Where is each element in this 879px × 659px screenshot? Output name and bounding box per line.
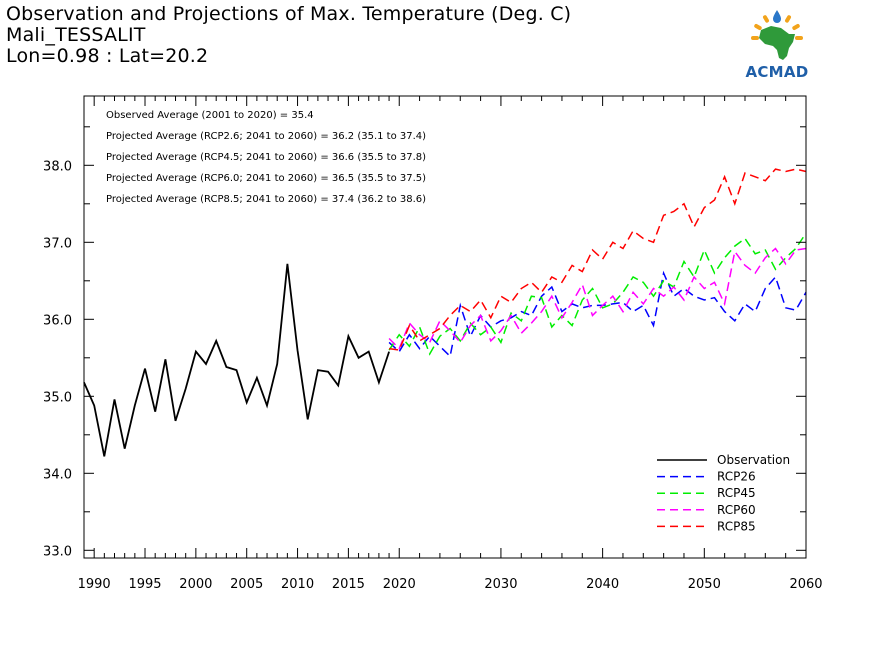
legend-label: Observation bbox=[717, 453, 790, 467]
x-tick-label: 1990 bbox=[78, 577, 111, 592]
annotation-line: Projected Average (RCP8.5; 2041 to 2060)… bbox=[106, 194, 426, 205]
axes: 33.0 34.0 35.0 36.0 37.0 38.0 1990 1995 2000 2005… bbox=[43, 95, 823, 592]
x-tick-label: 2030 bbox=[484, 577, 517, 592]
series-line-rcp85 bbox=[388, 168, 807, 351]
legend: Observation RCP26 RCP45 RCP60 RCP85 bbox=[657, 453, 790, 533]
x-tick-label: 2015 bbox=[332, 577, 365, 592]
y-tick-label: 38.0 bbox=[43, 159, 72, 174]
chart-title: Observation and Projections of Max. Temp… bbox=[6, 3, 572, 25]
annotation-line: Projected Average (RCP4.5; 2041 to 2060)… bbox=[106, 152, 426, 163]
logo-text: ACMAD bbox=[745, 63, 809, 81]
legend-label: RCP60 bbox=[717, 503, 756, 517]
x-tick-label: 1995 bbox=[128, 577, 161, 592]
annotation-line: Observed Average (2001 to 2020) = 35.4 bbox=[106, 110, 314, 121]
acmad-logo-icon bbox=[751, 10, 803, 60]
plot-frame bbox=[83, 95, 807, 559]
series-layer bbox=[83, 168, 807, 457]
y-tick-label: 35.0 bbox=[43, 390, 72, 405]
annotation-line: Projected Average (RCP2.6; 2041 to 2060)… bbox=[106, 131, 426, 142]
y-tick-label: 33.0 bbox=[43, 544, 72, 559]
legend-label: RCP26 bbox=[717, 470, 756, 484]
annotation-group: Observed Average (2001 to 2020) = 35.4 Pr… bbox=[106, 110, 426, 205]
series-line-rcp45 bbox=[388, 232, 807, 356]
coordinates-label: Lon=0.98 : Lat=20.2 bbox=[6, 45, 209, 67]
x-tick-label: 2040 bbox=[586, 577, 619, 592]
legend-label: RCP85 bbox=[717, 519, 756, 533]
y-tick-label: 36.0 bbox=[43, 313, 72, 328]
annotation-line: Projected Average (RCP6.0; 2041 to 2060)… bbox=[106, 173, 426, 184]
series-line-rcp26 bbox=[388, 270, 807, 358]
x-tick-label: 2005 bbox=[230, 577, 263, 592]
legend-label: RCP45 bbox=[717, 486, 756, 500]
x-tick-label: 2000 bbox=[179, 577, 212, 592]
series-line-rcp60 bbox=[388, 247, 807, 350]
x-tick-label: 2020 bbox=[383, 577, 416, 592]
y-tick-label: 34.0 bbox=[43, 467, 72, 482]
location-label: Mali_TESSALIT bbox=[6, 24, 146, 46]
series-line-observation bbox=[83, 263, 390, 457]
y-tick-label: 37.0 bbox=[43, 236, 72, 251]
title-block: Observation and Projections of Max. Temp… bbox=[6, 4, 571, 67]
x-tick-label: 2010 bbox=[281, 577, 314, 592]
x-tick-label: 2060 bbox=[789, 577, 822, 592]
x-tick-label: 2050 bbox=[688, 577, 721, 592]
